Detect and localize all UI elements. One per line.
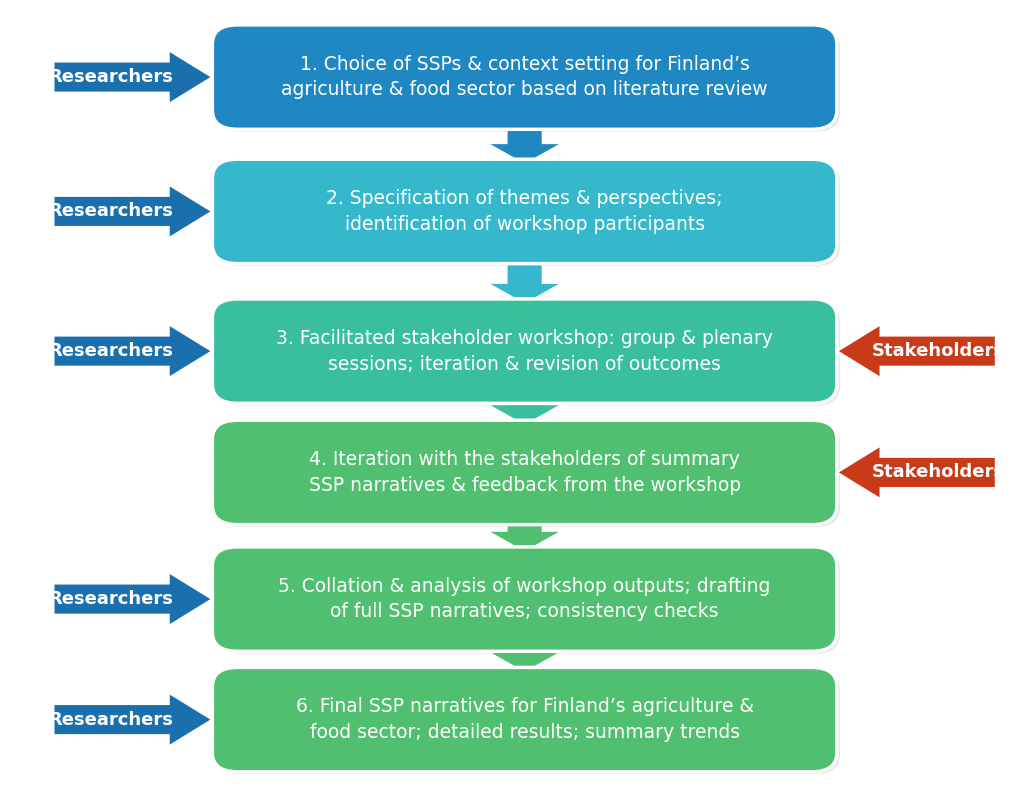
Polygon shape: [53, 324, 212, 378]
Text: 1. Choice of SSPs & context setting for Finland’s
agriculture & food sector base: 1. Choice of SSPs & context setting for …: [282, 54, 768, 99]
Polygon shape: [486, 519, 563, 552]
FancyBboxPatch shape: [215, 161, 840, 266]
Polygon shape: [53, 50, 212, 104]
Polygon shape: [837, 324, 995, 378]
FancyBboxPatch shape: [212, 159, 837, 264]
Text: 6. Final SSP narratives for Finland’s agriculture &
food sector; detailed result: 6. Final SSP narratives for Finland’s ag…: [296, 698, 754, 742]
Polygon shape: [486, 258, 563, 304]
Text: Researchers: Researchers: [49, 202, 173, 221]
Text: Researchers: Researchers: [49, 710, 173, 729]
Text: Researchers: Researchers: [49, 68, 173, 86]
FancyBboxPatch shape: [212, 299, 837, 403]
FancyBboxPatch shape: [215, 301, 840, 406]
FancyBboxPatch shape: [212, 547, 837, 651]
Text: 2. Specification of themes & perspectives;
identification of workshop participan: 2. Specification of themes & perspective…: [327, 189, 723, 234]
FancyBboxPatch shape: [215, 549, 840, 654]
Text: Researchers: Researchers: [49, 342, 173, 360]
FancyBboxPatch shape: [215, 27, 840, 132]
Polygon shape: [486, 124, 563, 165]
FancyBboxPatch shape: [215, 423, 840, 527]
Text: Researchers: Researchers: [49, 590, 173, 608]
Text: 5. Collation & analysis of workshop outputs; drafting
of full SSP narratives; co: 5. Collation & analysis of workshop outp…: [279, 577, 771, 622]
Polygon shape: [53, 693, 212, 746]
FancyBboxPatch shape: [212, 420, 837, 525]
Text: 4. Iteration with the stakeholders of summary
SSP narratives & feedback from the: 4. Iteration with the stakeholders of su…: [308, 450, 740, 495]
FancyBboxPatch shape: [212, 667, 837, 772]
Text: 3. Facilitated stakeholder workshop: group & plenary
sessions; iteration & revis: 3. Facilitated stakeholder workshop: gro…: [276, 328, 773, 373]
Polygon shape: [486, 646, 563, 673]
Polygon shape: [53, 572, 212, 626]
Polygon shape: [837, 446, 995, 499]
Text: Stakeholders: Stakeholders: [871, 342, 1005, 360]
Text: Stakeholders: Stakeholders: [871, 463, 1005, 482]
Polygon shape: [53, 185, 212, 238]
FancyBboxPatch shape: [215, 670, 840, 774]
FancyBboxPatch shape: [212, 25, 837, 129]
Polygon shape: [486, 398, 563, 426]
